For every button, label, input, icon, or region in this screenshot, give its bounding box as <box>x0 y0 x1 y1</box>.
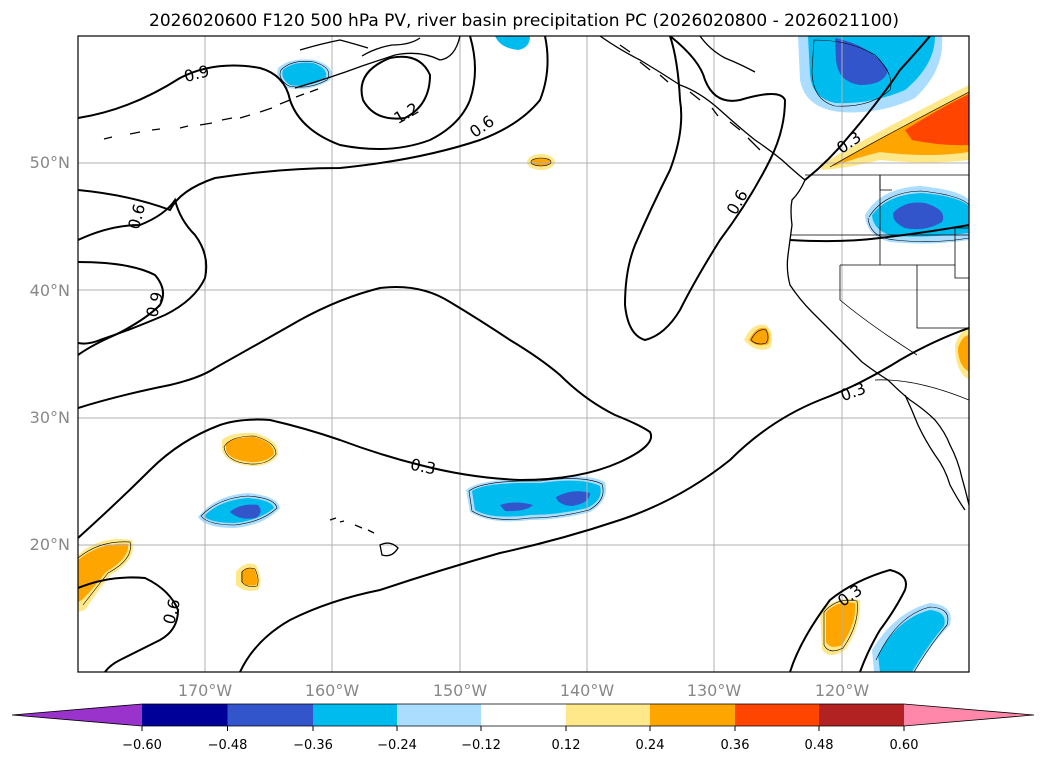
colorbar-ticks <box>141 726 905 731</box>
baja-coastline <box>904 394 966 511</box>
blue-shade-central <box>230 504 261 519</box>
colorbar-segment <box>650 704 735 726</box>
map-title: 2026020600 F120 500 hPa PV, river basin … <box>149 11 899 31</box>
alaska-coastline <box>299 39 369 51</box>
colorbar-extend-low <box>12 704 142 726</box>
coastlines <box>103 36 969 557</box>
bc-islands <box>619 44 761 151</box>
orange-shade-se <box>826 602 856 647</box>
orange-shade-small <box>241 568 258 586</box>
colorbar-segment <box>735 704 819 726</box>
colorbar-segment <box>227 704 313 726</box>
contour-0.3-north <box>789 224 969 243</box>
lat-label: 40°N <box>30 281 70 300</box>
red-shade-ne <box>905 94 969 146</box>
contour-0.3-southeast <box>789 568 907 672</box>
hawaii <box>329 517 399 557</box>
lat-label: 30°N <box>30 408 70 427</box>
colorbar-tick-label: 0.36 <box>721 738 750 753</box>
lon-label: 140°W <box>560 681 615 700</box>
bc-coastline <box>699 36 756 73</box>
us-west-coastline <box>786 179 969 506</box>
alaska-coastline <box>294 36 461 89</box>
colorbar-tick-label: 0.48 <box>805 738 834 753</box>
graticule <box>78 36 969 672</box>
colorbar-segment <box>481 704 566 726</box>
contour-1.2 <box>360 55 432 120</box>
colorbar-tick-label: −0.12 <box>461 738 501 753</box>
colorbar-tick-label: −0.36 <box>293 738 333 753</box>
colorbar-tick-label: 0.12 <box>552 738 581 753</box>
bc-coastline <box>599 36 806 181</box>
contour-0.9-west <box>78 261 165 356</box>
contour-0.3-north <box>804 36 931 181</box>
shade-outlines <box>78 39 969 672</box>
map-area: 0.9 1.2 0.6 0.6 0.9 0.6 0.3 0.3 0.3 0.3 … <box>78 36 969 672</box>
orange-shade-ne <box>832 92 969 166</box>
blue-shade-se <box>878 610 945 672</box>
colorbar-tick-label: −0.48 <box>208 738 248 753</box>
contour-0.3-central <box>78 285 653 539</box>
colorbar-segment <box>566 704 650 726</box>
aleutian-islands <box>103 88 319 140</box>
lon-label: 170°W <box>178 681 233 700</box>
orange-shade-small <box>749 327 770 346</box>
lon-label: 130°W <box>687 681 742 700</box>
state-borders <box>790 175 969 356</box>
blue-shade-pnw <box>892 202 944 230</box>
state-borders <box>879 175 892 191</box>
contour-0.6-north <box>78 36 549 212</box>
colorbar-segment <box>142 704 228 726</box>
map-background <box>78 36 969 672</box>
blue-shade-central <box>500 502 533 512</box>
lat-label: 20°N <box>30 535 70 554</box>
orange-shade-central <box>226 437 274 463</box>
colorbar-segment <box>819 704 904 726</box>
colorbar-tick-label: 0.24 <box>636 738 665 753</box>
orange-shade-small <box>532 158 550 166</box>
longitude-labels: 170°W 160°W 150°W 140°W 130°W 120°W <box>178 681 870 700</box>
contour-0.6-southwest <box>78 576 180 672</box>
blue-shade-ne <box>835 38 888 85</box>
map-frame <box>77 35 970 673</box>
lat-label: 50°N <box>30 153 70 172</box>
lon-label: 160°W <box>305 681 360 700</box>
contour-0.9-north <box>78 36 476 150</box>
alaska-coastline <box>361 37 421 57</box>
colorbar-tick-label: 0.60 <box>890 738 919 753</box>
pv-contours <box>78 36 969 672</box>
orange-shade-west <box>78 543 129 602</box>
latitude-labels: 50°N 40°N 30°N 20°N <box>30 153 70 554</box>
contour-0.3-south <box>239 327 969 672</box>
colorbar: −0.60 −0.48 −0.36 −0.24 −0.12 0.12 0.24 … <box>11 703 1035 753</box>
colorbar-tick-label: −0.60 <box>122 738 162 753</box>
blue-shade-aleutian <box>282 62 327 86</box>
lon-label: 120°W <box>815 681 870 700</box>
colorbar-segment <box>397 704 481 726</box>
contour-label: 0.3 <box>409 455 438 479</box>
contour-0.6-east <box>623 36 787 342</box>
colorbar-segment <box>313 704 397 726</box>
lon-label: 150°W <box>433 681 488 700</box>
blue-shade-small-top <box>495 36 530 50</box>
orange-shade-east <box>958 335 969 372</box>
colorbar-extend-high <box>904 704 1034 726</box>
us-mexico-border <box>874 379 969 401</box>
colorbar-tick-label: −0.24 <box>377 738 417 753</box>
blue-shade-central <box>556 491 590 506</box>
